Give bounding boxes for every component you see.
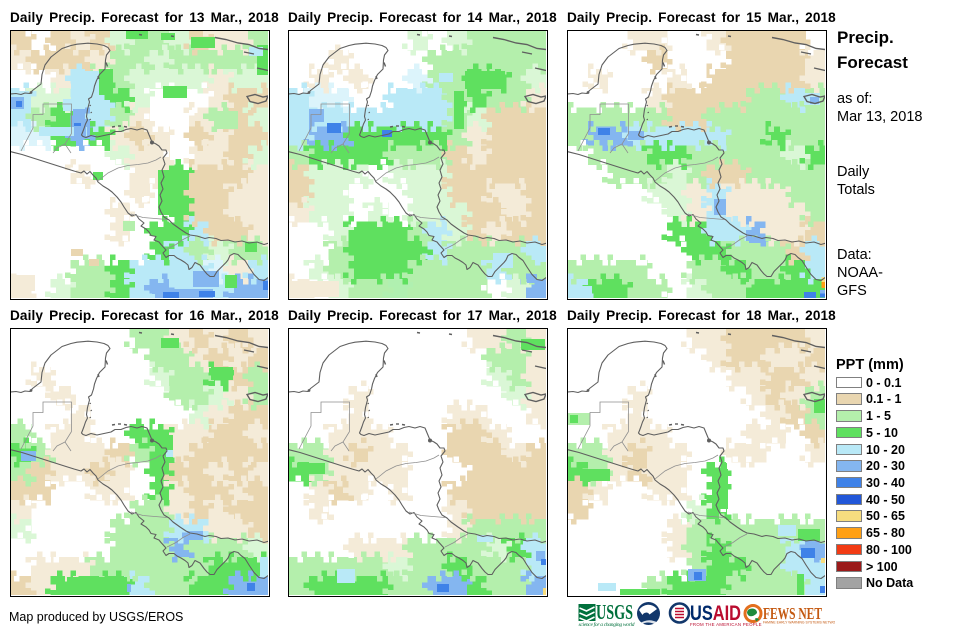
svg-text:FEWS NET: FEWS NET (763, 604, 822, 623)
svg-text:FROM THE AMERICAN PEOPLE: FROM THE AMERICAN PEOPLE (690, 622, 762, 627)
svg-text:USGS: USGS (596, 600, 633, 624)
svg-text:USAID: USAID (690, 602, 741, 625)
svg-text:FAMINE EARLY WARNING SYSTEMS N: FAMINE EARLY WARNING SYSTEMS NETWORK (763, 621, 835, 625)
svg-text:science for a changing world: science for a changing world (579, 621, 635, 628)
